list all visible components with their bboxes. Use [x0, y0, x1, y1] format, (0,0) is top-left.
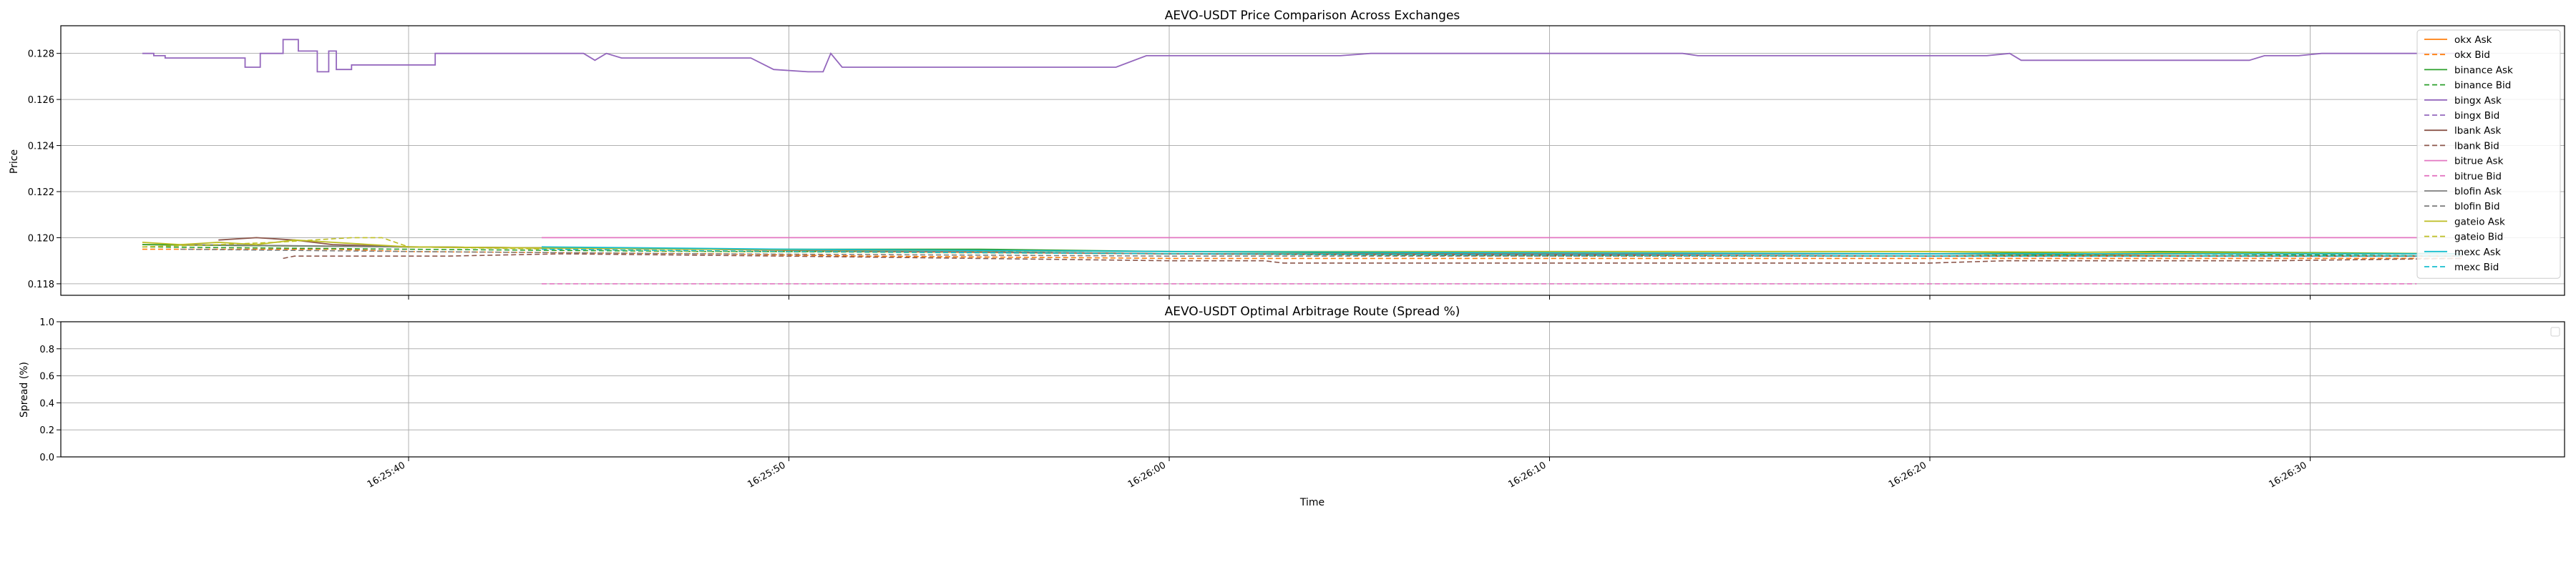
price-y-tick-label: 0.120	[28, 233, 54, 244]
legend-label: gateio Ask	[2454, 216, 2505, 227]
spread-y-tick-label: 0.4	[39, 398, 54, 409]
price-y-tick-label: 0.118	[28, 280, 54, 290]
legend-label: bingx Ask	[2454, 95, 2502, 107]
spread-empty-legend-box	[2550, 327, 2560, 337]
price-legend: okx Ask okx Bid binance Ask binance Bid bing…	[2416, 29, 2561, 279]
spread-y-tick-label: 0.2	[39, 425, 54, 436]
price-x-axis-ticks	[408, 295, 2311, 300]
spread-y-axis-label: Spread (%)	[19, 362, 30, 418]
spread-y-axis-ticks: 0.0 0.2 0.4 0.6 0.8 1.0	[39, 317, 61, 463]
legend-label: okx Bid	[2454, 49, 2490, 61]
spread-x-tick-label: 16:26:30	[2267, 460, 2308, 490]
price-y-axis-label: Price	[9, 149, 20, 174]
spread-chart-title: AEVO-USDT Optimal Arbitrage Route (Sprea…	[1165, 305, 1460, 319]
legend-label: blofin Ask	[2454, 186, 2502, 197]
legend-label: bingx Bid	[2454, 110, 2499, 122]
spread-plot-frame	[60, 321, 2565, 458]
series-line-mexc-ask	[541, 246, 2463, 255]
legend-label: mexc Ask	[2454, 247, 2501, 258]
legend-label: lbank Bid	[2454, 140, 2499, 152]
spread-panel: AEVO-USDT Optimal Arbitrage Route (Sprea…	[19, 305, 2565, 508]
spread-y-tick-label: 0.8	[39, 345, 54, 355]
spread-y-tick-label: 0.0	[39, 453, 54, 463]
spread-x-axis-label: Time	[1299, 497, 1324, 508]
price-series-group	[142, 39, 2463, 285]
price-y-tick-label: 0.124	[28, 142, 54, 152]
legend-label: gateio Bid	[2454, 232, 2503, 243]
spread-x-tick-label: 16:25:40	[366, 460, 407, 490]
series-line-okx-bid	[142, 248, 2463, 260]
legend-box	[2416, 29, 2561, 279]
legend-label: lbank Ask	[2454, 125, 2502, 137]
spread-x-tick-label: 16:25:50	[746, 460, 787, 490]
spread-grid	[61, 321, 2565, 458]
spread-y-tick-label: 1.0	[39, 317, 54, 328]
legend-label: bitrue Bid	[2454, 171, 2502, 182]
price-y-tick-label: 0.128	[28, 49, 54, 60]
legend-label: mexc Bid	[2454, 262, 2499, 273]
legend-label: okx Ask	[2454, 34, 2492, 46]
price-y-axis-ticks: 0.118 0.120 0.122 0.124 0.126 0.128	[28, 49, 61, 290]
price-y-tick-label: 0.126	[28, 95, 54, 106]
price-chart-title: AEVO-USDT Price Comparison Across Exchan…	[1165, 9, 1460, 23]
spread-x-tick-label: 16:26:10	[1506, 460, 1548, 490]
series-line-lbank-bid	[283, 253, 2463, 264]
legend-label: binance Ask	[2454, 64, 2513, 76]
spread-x-axis-ticks: 16:25:40 16:25:50 16:26:00 16:26:10 16:26:20…	[366, 457, 2311, 490]
legend-label: bitrue Ask	[2454, 156, 2504, 167]
price-panel: AEVO-USDT Price Comparison Across Exchan…	[9, 9, 2565, 300]
price-y-tick-label: 0.122	[28, 187, 54, 198]
series-line-gateio-bid	[142, 237, 2463, 257]
spread-x-tick-label: 16:26:00	[1126, 460, 1168, 490]
spread-x-tick-label: 16:26:20	[1887, 460, 1928, 490]
legend-label: blofin Bid	[2454, 201, 2500, 212]
price-plot-frame	[60, 25, 2565, 296]
spread-y-tick-label: 0.6	[39, 372, 54, 383]
legend-label: binance Bid	[2454, 80, 2511, 92]
series-line-bingx-ask	[142, 39, 2463, 73]
